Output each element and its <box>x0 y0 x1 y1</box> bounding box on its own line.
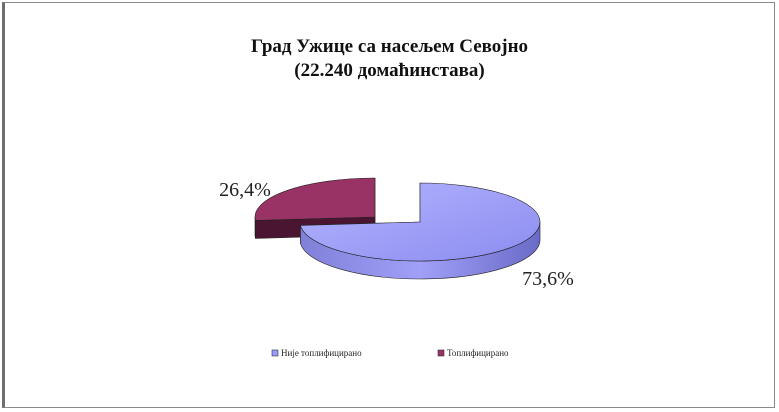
data-label-not-heated: 73,6% <box>522 268 574 290</box>
chart-subtitle: (22.240 домаћинстава) <box>294 60 485 81</box>
legend-item-heated: Топлифицирано <box>437 348 509 358</box>
legend-label: Топлифицирано <box>447 348 509 358</box>
chart-title: Град Ужице са насељем Севојно <box>250 36 529 57</box>
chart-frame <box>2 2 775 408</box>
legend-item-not-heated: Није топлифицирано <box>271 348 362 358</box>
legend-label: Није топлифицирано <box>281 348 362 358</box>
slice-not-heated <box>300 182 541 280</box>
data-label-heated: 26,4% <box>219 179 271 201</box>
